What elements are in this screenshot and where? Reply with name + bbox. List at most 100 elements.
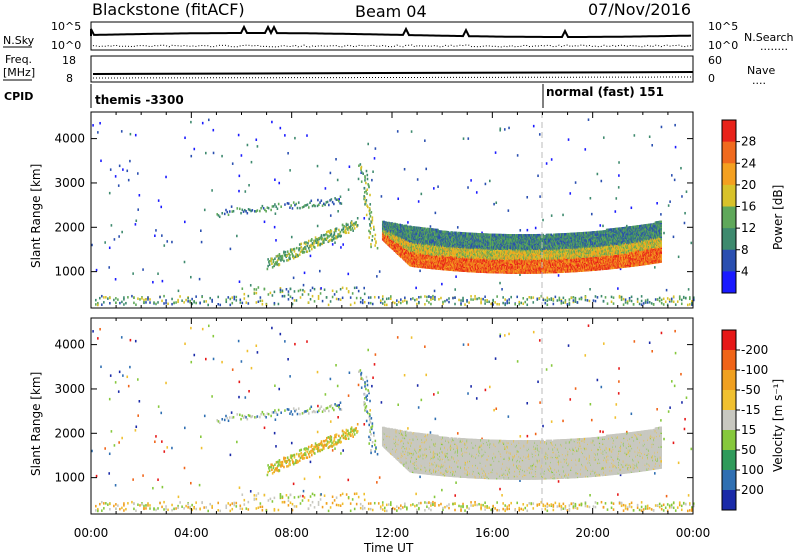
- power-cell: [353, 286, 356, 290]
- noise-sky-line: [90, 24, 692, 38]
- power-cell: [690, 300, 693, 303]
- power-cell: [544, 298, 547, 302]
- power-cell: [385, 297, 388, 301]
- power-cell: [255, 301, 258, 304]
- power-cell: [685, 190, 688, 193]
- power-cell: [678, 297, 681, 301]
- power-cell: [238, 280, 241, 283]
- power-cell: [187, 297, 189, 300]
- power-cell: [572, 299, 575, 302]
- power-cell: [360, 168, 362, 171]
- power-cell: [474, 294, 476, 298]
- power-cell: [363, 187, 366, 190]
- power-cell: [508, 301, 510, 305]
- power-cell: [245, 210, 247, 213]
- cpid-segment-1: themis -3300: [95, 93, 184, 107]
- power-cell: [368, 217, 370, 221]
- power-cell: [369, 215, 372, 218]
- power-cell: [160, 205, 163, 209]
- power-cell: [145, 298, 147, 301]
- power-cell: [364, 203, 366, 206]
- power-cell: [92, 124, 94, 127]
- freq-tick-top: 18: [62, 54, 76, 67]
- power-cell: [620, 295, 623, 299]
- power-cell: [312, 203, 315, 207]
- power-cell: [256, 209, 259, 212]
- power-cell: [668, 300, 671, 303]
- power-cell: [298, 243, 301, 246]
- power-cell: [171, 240, 173, 244]
- power-cell: [369, 231, 371, 234]
- power-cell: [389, 295, 392, 298]
- power-cell: [155, 229, 157, 232]
- power-cell: [373, 295, 376, 299]
- power-cell: [228, 210, 231, 213]
- power-cell: [392, 300, 394, 304]
- power-cell: [217, 214, 220, 217]
- power-cell: [568, 298, 571, 301]
- power-cell: [120, 130, 123, 133]
- power-cell: [247, 294, 250, 298]
- power-cell: [298, 253, 301, 256]
- power-cell: [418, 296, 420, 299]
- power-cell: [137, 208, 140, 211]
- power-cell: [467, 186, 469, 189]
- power-cell: [306, 203, 309, 206]
- power-cell: [454, 296, 456, 299]
- power-cell: [345, 222, 348, 226]
- power-cell: [454, 302, 456, 306]
- power-cell: [437, 228, 439, 232]
- power-cell: [530, 296, 533, 299]
- power-cell: [418, 238, 421, 241]
- power-cell: [250, 209, 252, 213]
- power-cell: [103, 301, 105, 304]
- power-cell: [394, 301, 396, 305]
- power-cell: [371, 238, 373, 242]
- cpid-segment-2: normal (fast) 151: [546, 85, 664, 99]
- power-cell: [588, 299, 591, 303]
- power-cell: [297, 254, 300, 258]
- power-cell: [420, 192, 423, 196]
- power-cell: [666, 297, 669, 300]
- power-cell: [255, 288, 258, 291]
- power-cell: [281, 258, 284, 261]
- power-cell: [309, 254, 312, 258]
- power-cell: [558, 298, 561, 302]
- noise-search-line: [90, 44, 692, 48]
- power-cell: [261, 302, 264, 306]
- power-cell: [292, 201, 295, 204]
- power-cell: [419, 269, 421, 273]
- power-cell: [259, 209, 261, 213]
- power-cell: [240, 211, 242, 215]
- power-cell: [688, 303, 691, 306]
- power-cell: [311, 286, 314, 290]
- power-cell: [305, 204, 308, 207]
- power-cell: [286, 254, 288, 258]
- power-cell: [200, 229, 202, 232]
- power-cell: [667, 204, 670, 207]
- power-cell: [109, 168, 112, 171]
- power-cell: [618, 296, 621, 299]
- power-cell: [484, 302, 486, 305]
- power-cell: [617, 186, 620, 189]
- power-cell: [366, 192, 368, 195]
- power-cell: [430, 298, 432, 301]
- power-cell: [342, 243, 344, 246]
- power-cell: [275, 239, 277, 242]
- power-cell: [317, 294, 320, 298]
- power-cell: [272, 205, 275, 208]
- power-cell: [125, 301, 127, 305]
- power-cell: [416, 302, 418, 306]
- power-cell: [684, 211, 686, 215]
- power-cell: [516, 154, 519, 157]
- power-cell: [690, 302, 693, 305]
- power-cell: [380, 195, 383, 198]
- power-cell: [618, 161, 620, 164]
- power-cell: [426, 299, 428, 302]
- power-cell: [425, 167, 428, 171]
- power-cell: [280, 205, 282, 208]
- power-cell: [416, 298, 418, 301]
- power-cell: [320, 287, 322, 290]
- power-cell: [526, 228, 529, 232]
- power-cell: [375, 241, 377, 245]
